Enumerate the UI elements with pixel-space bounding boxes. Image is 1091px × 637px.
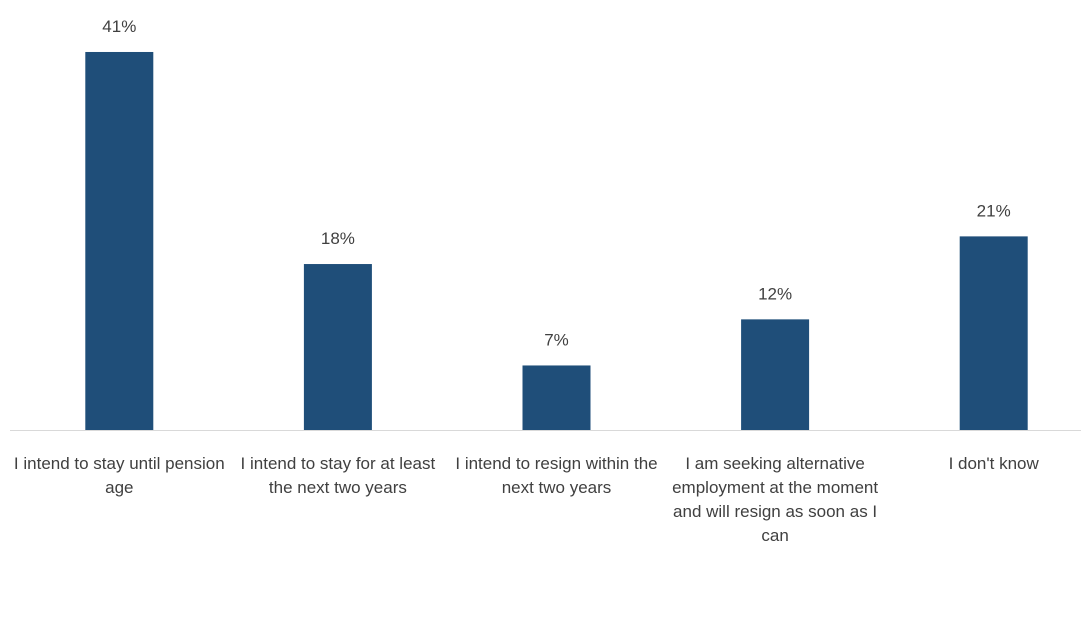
bar	[959, 236, 1028, 430]
x-tick-label: I intend to resign within the next two y…	[455, 454, 658, 497]
x-tick-label: I intend to stay until pension age	[13, 454, 225, 497]
bar	[85, 51, 154, 430]
x-tick-label: I intend to stay for at least the next t…	[240, 454, 436, 497]
data-label: 41%	[102, 17, 136, 36]
bar	[522, 365, 591, 430]
bar	[303, 264, 372, 430]
data-label: 18%	[321, 229, 355, 248]
data-label: 12%	[758, 284, 792, 303]
data-label: 21%	[977, 201, 1011, 220]
data-label: 7%	[544, 330, 569, 349]
x-tick-label: I am seeking alternative employment at t…	[672, 454, 879, 545]
bar	[741, 319, 810, 430]
x-tick-label: I don't know	[948, 454, 1039, 473]
